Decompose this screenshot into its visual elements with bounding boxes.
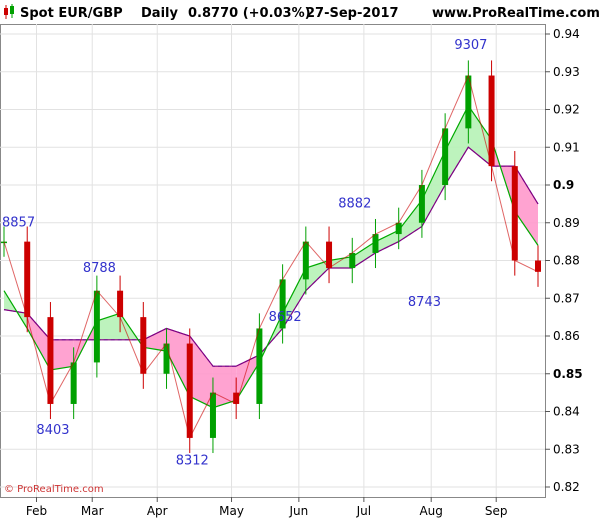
tenkan-line bbox=[3, 104, 539, 409]
y-tick-label: 0.85 bbox=[553, 367, 583, 381]
price-bar bbox=[395, 222, 402, 235]
y-tick-label: 0.87 bbox=[553, 291, 580, 305]
y-tick-label: 0.92 bbox=[553, 103, 580, 117]
y-tick-label: 0.91 bbox=[553, 140, 580, 154]
x-tick-label: Jul bbox=[356, 504, 371, 518]
kijun-line bbox=[3, 146, 539, 367]
x-tick-label: Aug bbox=[419, 504, 442, 518]
site-url[interactable]: www.ProRealTime.com bbox=[432, 6, 600, 21]
cloud-segment-bull bbox=[375, 230, 399, 253]
x-tick-label: Sep bbox=[485, 504, 508, 518]
swing-annotation: 9307 bbox=[454, 38, 487, 53]
price-bar bbox=[302, 241, 309, 280]
cloud-segment-bull bbox=[445, 105, 469, 185]
price-bar bbox=[488, 75, 495, 167]
cloud-segment-bull bbox=[398, 200, 422, 242]
y-tick-label: 0.9 bbox=[553, 178, 574, 192]
swing-annotation: 8857 bbox=[2, 216, 35, 231]
cloud-segment-bull bbox=[96, 313, 121, 340]
price-bar bbox=[535, 260, 541, 272]
last-price: 0.8770 (+0.03%) bbox=[188, 6, 311, 21]
swing-annotation: 8652 bbox=[269, 310, 302, 325]
y-tick-label: 0.86 bbox=[553, 329, 580, 343]
price-bar bbox=[70, 362, 77, 404]
header: Spot EUR/GBP Daily 0.8770 (+0.03%) 27-Se… bbox=[4, 4, 600, 21]
x-tick-label: Jun bbox=[288, 504, 308, 518]
cloud-segment-bull bbox=[282, 268, 306, 329]
cloud-segment-bull bbox=[305, 260, 330, 291]
y-tick-label: 0.83 bbox=[553, 442, 580, 456]
cloud-segment-bear bbox=[189, 336, 213, 408]
price-bar bbox=[256, 328, 263, 404]
price-bar bbox=[140, 317, 147, 374]
price-bar bbox=[326, 241, 333, 269]
swing-annotation: 8312 bbox=[176, 453, 209, 468]
price-bar bbox=[186, 343, 193, 438]
price-bar bbox=[233, 392, 240, 404]
quote-date: 27-Sep-2017 bbox=[306, 6, 399, 21]
x-tick-label: Mar bbox=[81, 504, 104, 518]
close-line bbox=[3, 73, 539, 440]
price-bar bbox=[93, 290, 100, 363]
cloud-segment-bull bbox=[468, 105, 492, 167]
y-tick-label: 0.88 bbox=[553, 254, 580, 268]
price-bar bbox=[163, 343, 170, 374]
price-bar bbox=[465, 75, 472, 129]
cloud-segment-bear bbox=[50, 339, 74, 370]
price-bar bbox=[511, 166, 518, 261]
x-tick-label: Feb bbox=[26, 504, 47, 518]
price-bar bbox=[442, 128, 449, 185]
price-bar bbox=[47, 317, 54, 404]
price-bar bbox=[117, 290, 124, 318]
y-tick-label: 0.82 bbox=[553, 480, 580, 494]
price-bar bbox=[209, 392, 216, 438]
price-bar bbox=[418, 185, 425, 223]
swing-annotation: 8882 bbox=[338, 197, 371, 212]
y-axis: 0.82 0.83 0.84 0.85 0.86 0.87 0.88 0.89 0.9 0.91 0… bbox=[545, 27, 583, 494]
cloud-segment-bear bbox=[27, 313, 51, 370]
y-tick-label: 0.84 bbox=[553, 405, 580, 419]
period-label: Daily bbox=[141, 6, 178, 21]
y-tick-label: 0.93 bbox=[553, 65, 580, 79]
cloud-segment-bear bbox=[166, 328, 190, 397]
cloud-segment-bear bbox=[514, 166, 538, 246]
instrument-name: Spot EUR/GBP bbox=[20, 6, 123, 21]
candlestick-icon bbox=[4, 4, 14, 19]
x-axis: Feb Mar Apr May Jun Jul Aug Sep bbox=[26, 497, 508, 518]
swing-annotation: 8743 bbox=[408, 295, 441, 310]
swing-annotation: 8403 bbox=[36, 423, 69, 438]
plot-area bbox=[0, 24, 546, 498]
cloud-segment-bear bbox=[212, 366, 237, 408]
cloud-segment-bull bbox=[421, 151, 446, 227]
cloud-segment-bear bbox=[143, 328, 167, 352]
y-tick-label: 0.94 bbox=[553, 27, 580, 41]
x-tick-label: Apr bbox=[147, 504, 168, 518]
price-bar bbox=[279, 279, 286, 329]
cloud-segment-bear bbox=[236, 354, 260, 401]
price-annotations: 8857 8788 8403 8312 8652 8882 8743 9307 bbox=[2, 38, 487, 468]
price-bar bbox=[349, 252, 356, 269]
swing-annotation: 8788 bbox=[83, 261, 116, 276]
cloud-segment-bull bbox=[352, 241, 376, 269]
y-tick-label: 0.89 bbox=[553, 216, 580, 230]
cloud-segment-bull bbox=[329, 256, 353, 269]
watermark: © ProRealTime.com bbox=[4, 484, 104, 495]
price-bar bbox=[24, 241, 31, 318]
price-bar bbox=[372, 234, 379, 253]
x-tick-label: May bbox=[219, 504, 244, 518]
